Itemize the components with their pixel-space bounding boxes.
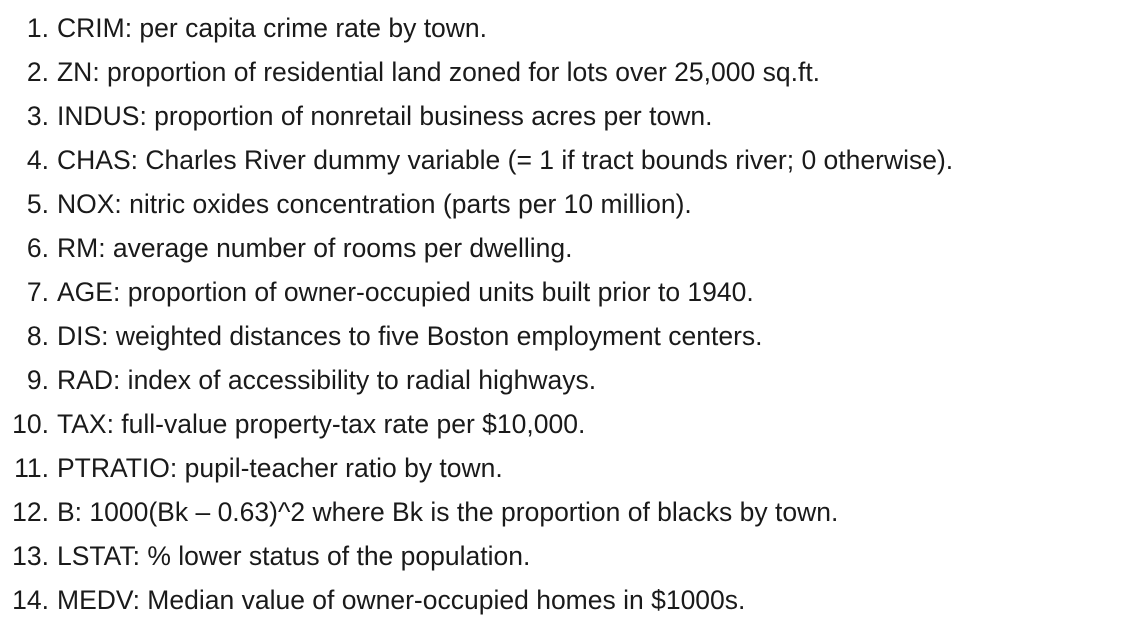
list-item: 13. LSTAT: % lower status of the populat…: [0, 534, 953, 578]
item-text: INDUS: proportion of nonretail business …: [57, 101, 713, 131]
item-text: DIS: weighted distances to five Boston e…: [57, 321, 763, 351]
item-number: 9.: [26, 365, 49, 395]
list-item: 12. B: 1000(Bk – 0.63)^2 where Bk is the…: [0, 490, 953, 534]
item-text: B: 1000(Bk – 0.63)^2 where Bk is the pro…: [57, 497, 839, 527]
list-item: 10. TAX: full-value property-tax rate pe…: [0, 402, 953, 446]
list-item: 11. PTRATIO: pupil-teacher ratio by town…: [0, 446, 953, 490]
item-text: RM: average number of rooms per dwelling…: [57, 233, 573, 263]
item-text: AGE: proportion of owner-occupied units …: [57, 277, 754, 307]
item-number: 2.: [26, 57, 49, 87]
item-number: 12.: [12, 497, 49, 527]
item-number: 14.: [12, 585, 49, 615]
list-item: 1. CRIM: per capita crime rate by town.: [0, 6, 953, 50]
item-text: CRIM: per capita crime rate by town.: [57, 13, 488, 43]
item-number: 5.: [26, 189, 49, 219]
item-number: 1.: [26, 13, 49, 43]
item-number: 13.: [12, 541, 49, 571]
item-number: 7.: [26, 277, 49, 307]
item-number: 10.: [12, 409, 49, 439]
item-text: CHAS: Charles River dummy variable (= 1 …: [57, 145, 954, 175]
list-item: 14. MEDV: Median value of owner-occupied…: [0, 578, 953, 622]
list-item: 6. RM: average number of rooms per dwell…: [0, 226, 953, 270]
list-item: 3. INDUS: proportion of nonretail busine…: [0, 94, 953, 138]
list-item: 5. NOX: nitric oxides concentration (par…: [0, 182, 953, 226]
item-number: 6.: [26, 233, 49, 263]
list-item: 8. DIS: weighted distances to five Bosto…: [0, 314, 953, 358]
item-text: TAX: full-value property-tax rate per $1…: [57, 409, 586, 439]
item-text: PTRATIO: pupil-teacher ratio by town.: [57, 453, 503, 483]
list-item: 7. AGE: proportion of owner-occupied uni…: [0, 270, 953, 314]
item-text: RAD: index of accessibility to radial hi…: [57, 365, 597, 395]
item-number: 3.: [26, 101, 49, 131]
list-item: 9. RAD: index of accessibility to radial…: [0, 358, 953, 402]
item-text: NOX: nitric oxides concentration (parts …: [57, 189, 692, 219]
list-item: 4. CHAS: Charles River dummy variable (=…: [0, 138, 953, 182]
item-number: 11.: [14, 453, 49, 483]
list-item: 2. ZN: proportion of residential land zo…: [0, 50, 953, 94]
item-text: ZN: proportion of residential land zoned…: [57, 57, 821, 87]
item-text: MEDV: Median value of owner-occupied hom…: [57, 585, 746, 615]
attribute-list: 1. CRIM: per capita crime rate by town. …: [0, 6, 953, 622]
item-text: LSTAT: % lower status of the population.: [57, 541, 531, 571]
item-number: 8.: [26, 321, 49, 351]
item-number: 4.: [26, 145, 49, 175]
